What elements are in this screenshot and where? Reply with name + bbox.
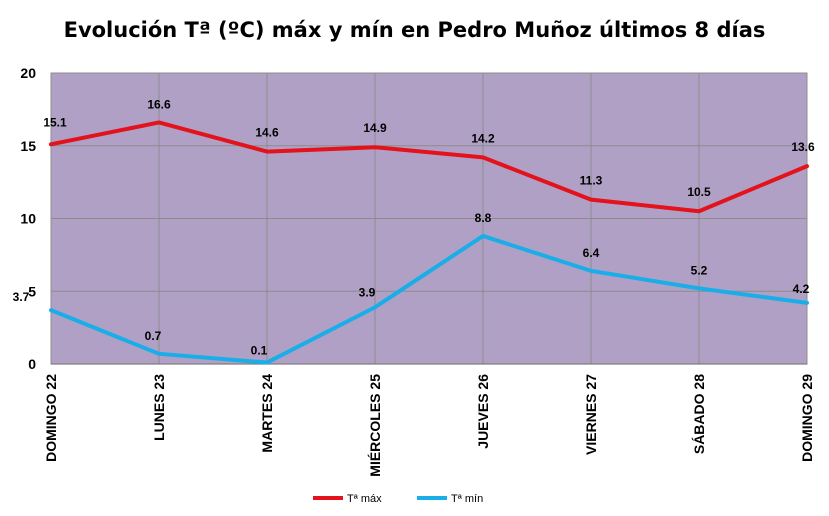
legend-label: Tª máx <box>347 493 382 505</box>
y-tick-label: 5 <box>28 283 36 299</box>
y-tick-label: 10 <box>20 211 36 227</box>
data-label: 14.6 <box>255 126 279 140</box>
data-label: 13.6 <box>791 140 815 154</box>
data-labels: 15.1 16.6 14.6 14.9 14.2 11.3 10.5 13.6 3.7 0.7 0.… <box>13 97 815 357</box>
data-label: 4.2 <box>793 282 810 296</box>
x-tick-label: MIÉRCOLES 25 <box>367 374 383 477</box>
x-tick-label: JUEVES 26 <box>475 374 491 449</box>
chart-title: Evolución Tª (ºC) máx y mín en Pedro Muñ… <box>63 18 766 42</box>
y-tick-label: 15 <box>20 138 36 154</box>
legend: Tª máx Tª mín <box>313 493 483 505</box>
data-label: 0.1 <box>251 344 268 358</box>
x-tick-label: VIERNES 27 <box>583 374 599 455</box>
x-tick-label: LUNES 23 <box>151 374 167 441</box>
axes: 0 5 10 15 20 DOMINGO 22 LUNES 23 MARTES 24 MIÉRC… <box>20 65 815 477</box>
data-label: 11.3 <box>580 174 603 188</box>
series-line <box>49 233 809 365</box>
series <box>49 120 809 365</box>
x-tick-label: DOMINGO 29 <box>799 374 815 462</box>
data-label: 14.9 <box>363 121 387 135</box>
data-label: 6.4 <box>583 246 600 260</box>
data-label: 15.1 <box>43 115 67 129</box>
x-tick-label: SÁBADO 28 <box>691 374 707 454</box>
data-label: 3.9 <box>359 285 376 299</box>
data-label: 14.2 <box>471 131 495 145</box>
data-label: 8.8 <box>475 211 492 225</box>
data-label: 5.2 <box>691 263 708 277</box>
data-label: 0.7 <box>145 329 162 343</box>
data-label: 16.6 <box>147 97 171 111</box>
x-tick-label: MARTES 24 <box>259 374 275 453</box>
legend-label: Tª mín <box>451 493 483 505</box>
series-line <box>49 120 809 214</box>
data-label: 3.7 <box>13 290 30 304</box>
x-tick-label: DOMINGO 22 <box>43 374 59 462</box>
y-tick-label: 20 <box>20 65 36 81</box>
data-label: 10.5 <box>687 185 711 199</box>
y-tick-label: 0 <box>28 356 36 372</box>
